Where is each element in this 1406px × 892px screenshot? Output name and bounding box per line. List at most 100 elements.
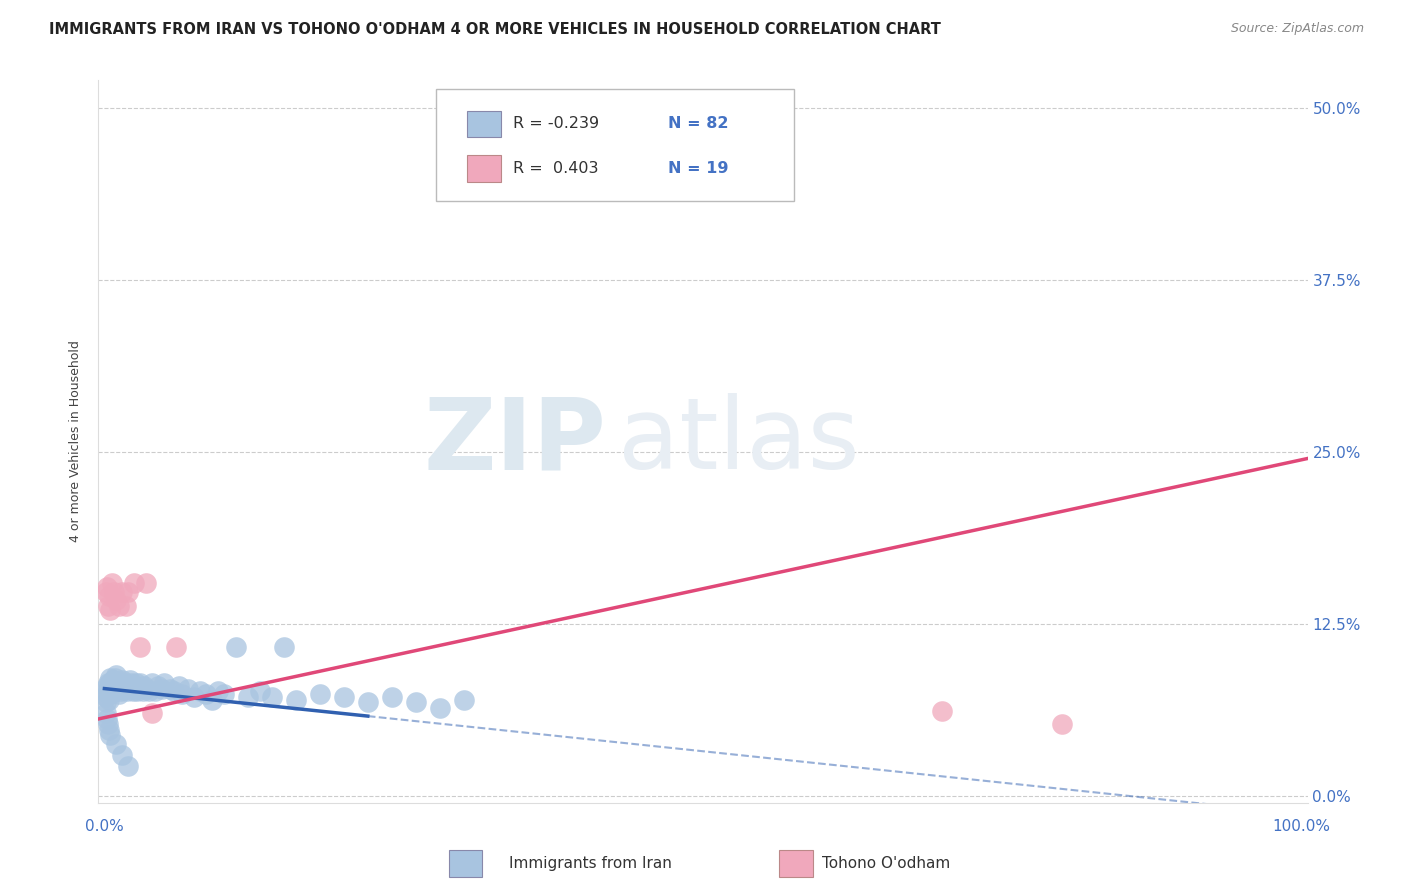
Point bbox=[105, 593, 128, 607]
Point bbox=[236, 690, 259, 704]
Text: ZIP: ZIP bbox=[423, 393, 606, 490]
Point bbox=[141, 706, 163, 721]
Point bbox=[118, 673, 141, 688]
Text: R =  0.403: R = 0.403 bbox=[513, 161, 599, 176]
Point bbox=[94, 695, 117, 709]
Point bbox=[273, 640, 295, 655]
Point bbox=[141, 676, 163, 690]
Text: Tohono O'odham: Tohono O'odham bbox=[821, 856, 950, 871]
Point bbox=[97, 717, 120, 731]
Point bbox=[105, 737, 128, 751]
Text: 0.0%: 0.0% bbox=[84, 819, 124, 834]
Point bbox=[124, 575, 146, 590]
Point bbox=[108, 676, 131, 690]
Point bbox=[124, 676, 146, 690]
Point bbox=[100, 728, 122, 742]
Point bbox=[138, 684, 160, 698]
Point bbox=[114, 676, 136, 690]
Point bbox=[100, 603, 122, 617]
Point bbox=[97, 599, 120, 613]
Point bbox=[98, 723, 121, 737]
Point bbox=[112, 679, 135, 693]
Point bbox=[115, 684, 138, 698]
Point bbox=[110, 684, 132, 698]
Text: IMMIGRANTS FROM IRAN VS TOHONO O'ODHAM 4 OR MORE VEHICLES IN HOUSEHOLD CORRELATI: IMMIGRANTS FROM IRAN VS TOHONO O'ODHAM 4… bbox=[49, 22, 941, 37]
Point bbox=[165, 640, 187, 655]
Point bbox=[159, 681, 181, 696]
Point bbox=[309, 687, 332, 701]
Point bbox=[260, 690, 283, 704]
Point bbox=[111, 747, 134, 762]
Point bbox=[135, 575, 157, 590]
Point bbox=[381, 690, 404, 704]
Point bbox=[94, 690, 117, 704]
Point bbox=[207, 684, 229, 698]
Point bbox=[117, 758, 139, 772]
Text: atlas: atlas bbox=[619, 393, 860, 490]
Point bbox=[96, 712, 118, 726]
Point bbox=[132, 679, 155, 693]
Point bbox=[127, 681, 149, 696]
Point bbox=[143, 684, 166, 698]
Point bbox=[107, 681, 129, 696]
Point bbox=[225, 640, 247, 655]
Point bbox=[284, 692, 307, 706]
Point bbox=[111, 681, 134, 696]
Point bbox=[122, 684, 145, 698]
Point bbox=[121, 681, 143, 696]
Text: Source: ZipAtlas.com: Source: ZipAtlas.com bbox=[1230, 22, 1364, 36]
Point bbox=[148, 679, 170, 693]
Point bbox=[153, 676, 176, 690]
Point bbox=[163, 684, 186, 698]
Point bbox=[172, 687, 194, 701]
Point bbox=[96, 686, 118, 700]
Point bbox=[107, 687, 129, 701]
Point bbox=[135, 681, 157, 696]
Point bbox=[98, 684, 121, 698]
Point bbox=[249, 684, 271, 698]
Point bbox=[100, 671, 122, 685]
Point bbox=[931, 704, 953, 718]
Point bbox=[129, 676, 152, 690]
Point bbox=[100, 676, 122, 690]
Point bbox=[96, 580, 118, 594]
Point bbox=[201, 692, 224, 706]
Text: Immigrants from Iran: Immigrants from Iran bbox=[509, 856, 672, 871]
Point bbox=[103, 684, 125, 698]
Point bbox=[124, 679, 146, 693]
Point bbox=[105, 676, 128, 690]
Point bbox=[1050, 717, 1073, 731]
Point bbox=[132, 684, 155, 698]
Point bbox=[97, 676, 120, 690]
Point bbox=[212, 687, 235, 701]
Point bbox=[98, 692, 121, 706]
Point bbox=[100, 575, 122, 590]
Point bbox=[104, 679, 127, 693]
Point bbox=[101, 681, 124, 696]
Point bbox=[107, 599, 129, 613]
Point bbox=[96, 679, 118, 693]
Text: N = 19: N = 19 bbox=[668, 161, 728, 176]
Point bbox=[100, 686, 122, 700]
Point bbox=[117, 679, 139, 693]
Point bbox=[453, 692, 475, 706]
Point bbox=[429, 701, 451, 715]
Point bbox=[97, 681, 120, 696]
Point bbox=[167, 679, 190, 693]
Point bbox=[94, 706, 117, 721]
Point bbox=[188, 684, 211, 698]
Point bbox=[103, 585, 125, 599]
Text: R = -0.239: R = -0.239 bbox=[513, 117, 599, 131]
Point bbox=[120, 676, 142, 690]
Point bbox=[183, 690, 205, 704]
Y-axis label: 4 or more Vehicles in Household: 4 or more Vehicles in Household bbox=[69, 341, 83, 542]
Point bbox=[111, 673, 134, 688]
Point bbox=[103, 676, 125, 690]
Point bbox=[94, 585, 117, 599]
Point bbox=[405, 695, 427, 709]
Point bbox=[150, 681, 173, 696]
Point bbox=[104, 671, 127, 685]
Point bbox=[125, 684, 148, 698]
Point bbox=[101, 673, 124, 688]
Text: N = 82: N = 82 bbox=[668, 117, 728, 131]
